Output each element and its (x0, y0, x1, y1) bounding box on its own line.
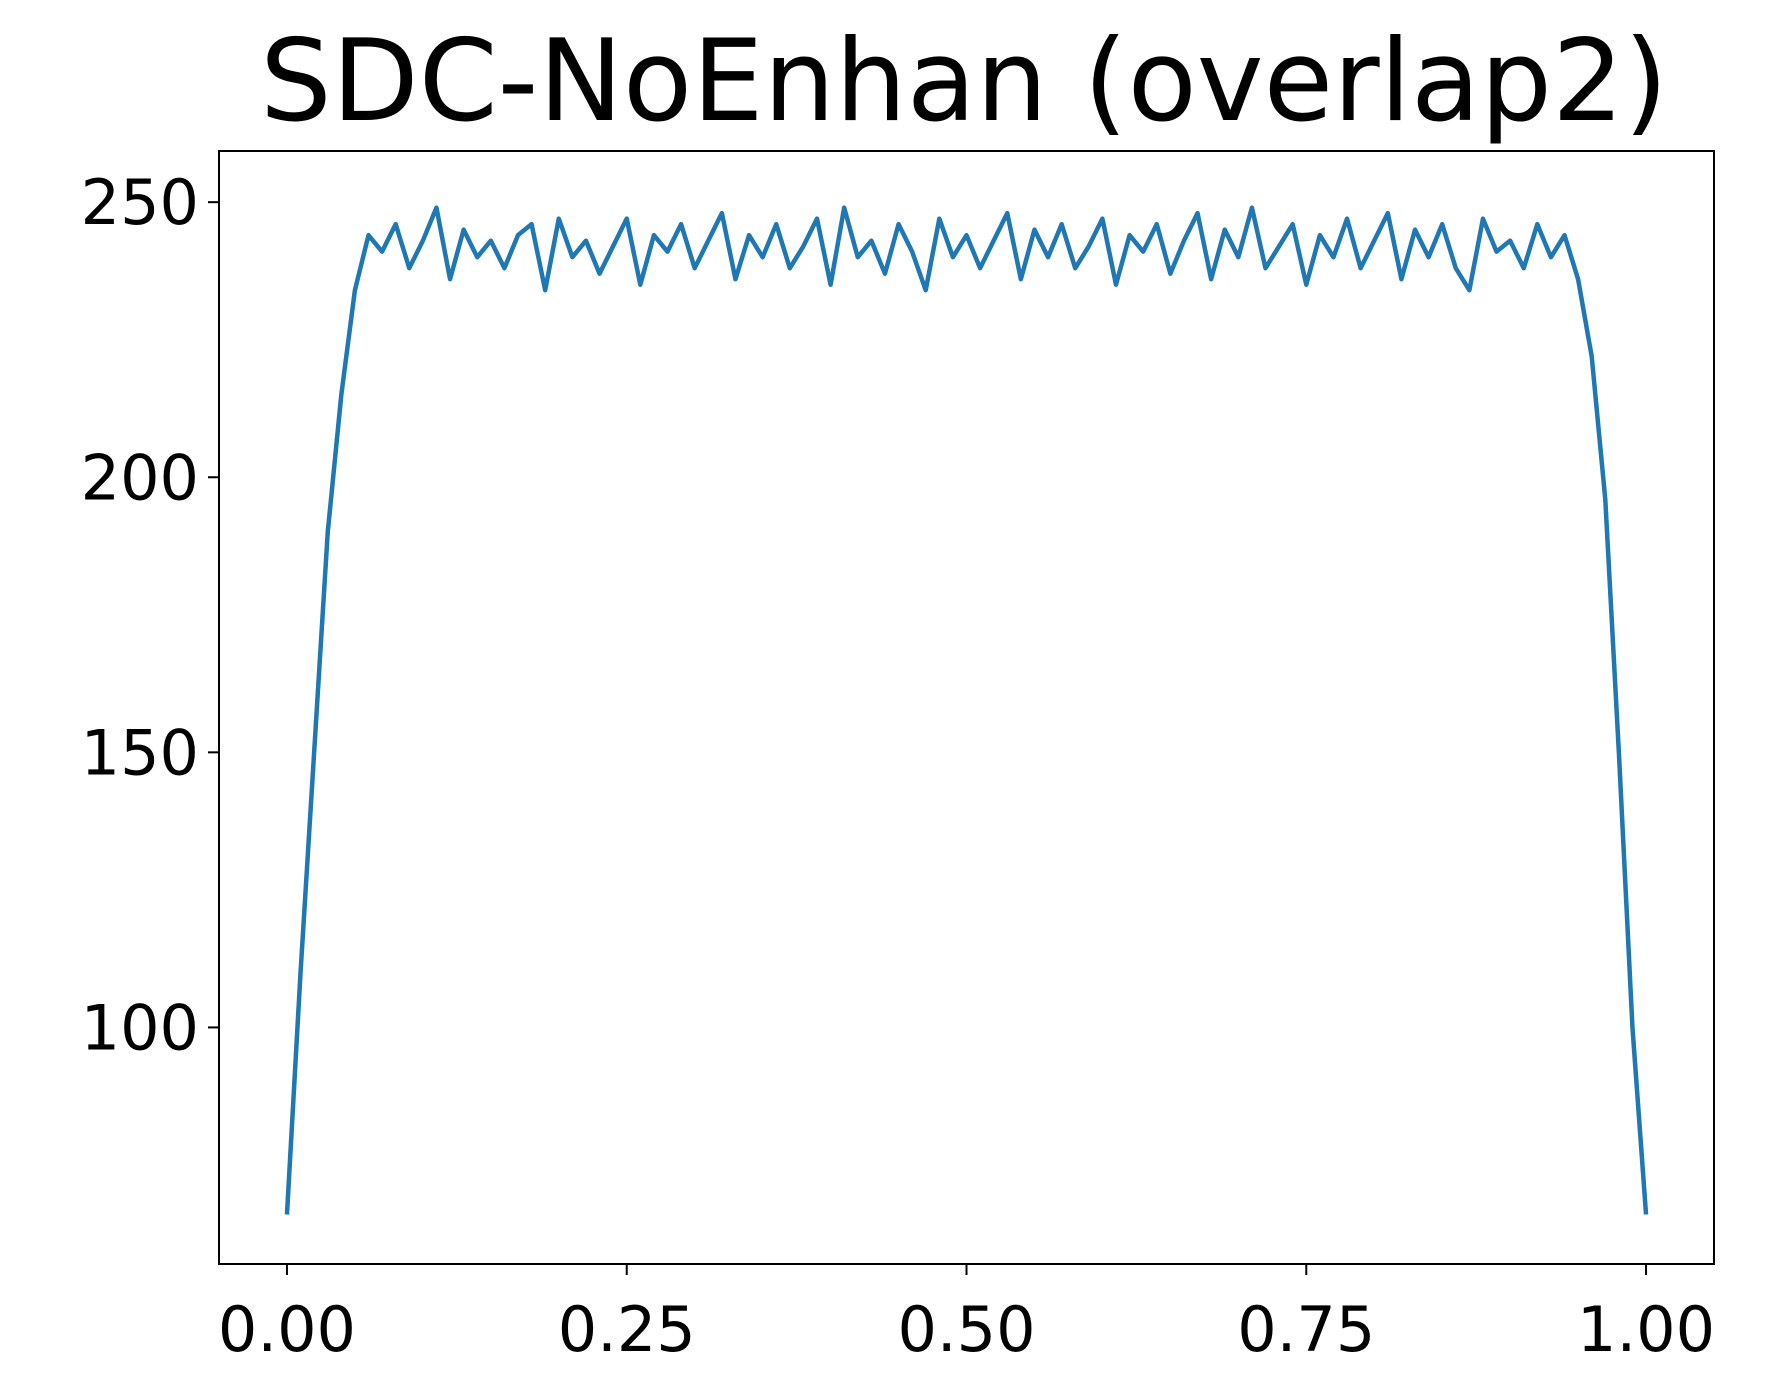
y-tick-label: 250 (81, 166, 199, 239)
plot-frame (218, 150, 1715, 1265)
y-tick-label: 200 (81, 441, 199, 514)
x-tick-label: 0.00 (218, 1293, 356, 1366)
chart-title: SDC-NoEnhan (overlap2) (260, 15, 1668, 147)
x-tick-label: 0.25 (558, 1293, 696, 1366)
x-tick-label: 0.50 (897, 1293, 1035, 1366)
line (284, 205, 1649, 1215)
x-tick-label: 0.75 (1237, 1293, 1375, 1366)
y-tick-label: 150 (81, 716, 199, 789)
x-tick-label: 1.00 (1577, 1293, 1715, 1366)
y-tick-label: 100 (81, 991, 199, 1064)
